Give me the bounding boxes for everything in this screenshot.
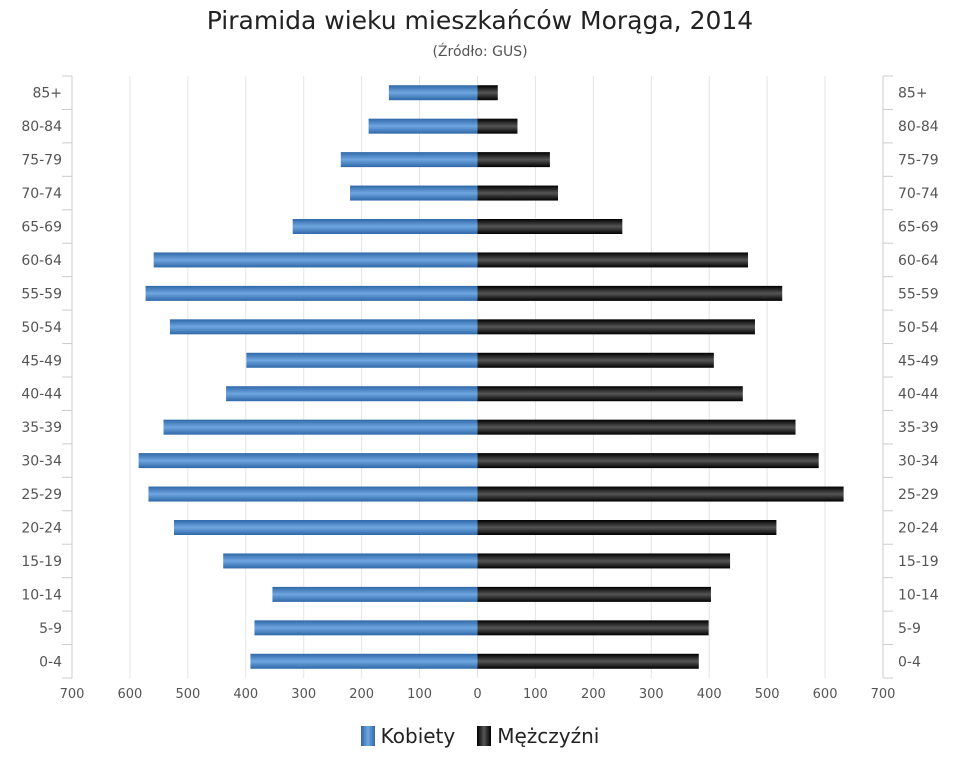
bar-mezczyzni bbox=[477, 152, 550, 168]
x-tick-label: 100 bbox=[407, 687, 432, 702]
y-tick-label-right: 50-54 bbox=[898, 320, 939, 336]
y-tick-label-left: 20-24 bbox=[21, 521, 62, 537]
x-tick-label: 500 bbox=[755, 687, 780, 702]
bar-kobiety bbox=[148, 486, 478, 502]
legend: Kobiety Mężczyźni bbox=[0, 724, 960, 748]
y-tick-label-right: 70-74 bbox=[898, 186, 939, 202]
bar-kobiety bbox=[169, 319, 478, 335]
y-tick-label-left: 55-59 bbox=[21, 286, 62, 302]
bar-kobiety bbox=[340, 152, 478, 168]
x-tick-label: 400 bbox=[233, 687, 258, 702]
y-tick-label-left: 15-19 bbox=[21, 554, 62, 570]
y-tick-label-left: 50-54 bbox=[21, 320, 62, 336]
y-tick-label-left: 85+ bbox=[32, 86, 62, 102]
x-tick-label: 200 bbox=[349, 687, 374, 702]
y-tick-label-right: 35-39 bbox=[898, 420, 939, 436]
y-tick-label-left: 30-34 bbox=[21, 454, 62, 470]
legend-item-mezczyzni[interactable]: Mężczyźni bbox=[477, 724, 599, 748]
chart-subtitle: (Źródło: GUS) bbox=[432, 44, 528, 60]
bar-kobiety bbox=[350, 185, 478, 201]
x-tick-label: 700 bbox=[871, 687, 896, 702]
y-tick-label-left: 40-44 bbox=[21, 387, 62, 403]
bar-kobiety bbox=[138, 453, 478, 469]
bar-mezczyzni bbox=[477, 252, 749, 268]
y-tick-label-right: 20-24 bbox=[898, 521, 939, 537]
x-tick-label: 200 bbox=[581, 687, 606, 702]
x-tick-label: 100 bbox=[523, 687, 548, 702]
y-tick-label-right: 0-4 bbox=[898, 654, 921, 670]
legend-label: Mężczyźni bbox=[497, 724, 600, 748]
bar-mezczyzni bbox=[477, 118, 518, 134]
x-tick-label: 0 bbox=[473, 687, 481, 702]
y-tick-label-left: 80-84 bbox=[21, 119, 62, 135]
bar-kobiety bbox=[153, 252, 478, 268]
y-tick-label-right: 55-59 bbox=[898, 286, 939, 302]
bar-mezczyzni bbox=[477, 520, 777, 535]
bar-mezczyzni bbox=[477, 386, 743, 402]
bar-kobiety bbox=[246, 352, 478, 368]
legend-swatch bbox=[477, 726, 492, 746]
x-tick-label: 300 bbox=[291, 687, 316, 702]
y-tick-label-right: 65-69 bbox=[898, 220, 939, 236]
bar-kobiety bbox=[272, 586, 478, 602]
y-tick-label-left: 25-29 bbox=[21, 487, 62, 503]
bar-kobiety bbox=[388, 85, 478, 101]
bar-mezczyzni bbox=[477, 453, 819, 469]
legend-swatch bbox=[360, 726, 375, 746]
x-tick-label: 300 bbox=[639, 687, 664, 702]
bar-mezczyzni bbox=[477, 185, 559, 201]
x-tick-label: 500 bbox=[175, 687, 200, 702]
y-tick-label-right: 60-64 bbox=[898, 253, 939, 269]
bar-kobiety bbox=[173, 520, 478, 535]
chart-title: Piramida wieku mieszkańców Morąga, 2014 bbox=[206, 6, 754, 35]
y-tick-label-left: 70-74 bbox=[21, 186, 62, 202]
y-tick-label-left: 45-49 bbox=[21, 353, 62, 369]
y-tick-label-left: 0-4 bbox=[39, 654, 62, 670]
bar-mezczyzni bbox=[477, 85, 498, 101]
bar-mezczyzni bbox=[477, 285, 783, 301]
legend-item-kobiety[interactable]: Kobiety bbox=[360, 724, 456, 748]
y-tick-label-right: 40-44 bbox=[898, 387, 939, 403]
x-tick-label: 400 bbox=[697, 687, 722, 702]
x-tick-label: 700 bbox=[60, 687, 85, 702]
bar-kobiety bbox=[250, 653, 478, 669]
bar-mezczyzni bbox=[477, 352, 714, 368]
bar-kobiety bbox=[223, 553, 478, 569]
bar-mezczyzni bbox=[477, 219, 623, 234]
bar-mezczyzni bbox=[477, 486, 844, 502]
legend-label: Kobiety bbox=[380, 724, 456, 748]
bar-kobiety bbox=[226, 386, 478, 402]
bar-mezczyzni bbox=[477, 553, 731, 569]
bar-mezczyzni bbox=[477, 653, 699, 669]
y-tick-label-right: 85+ bbox=[898, 86, 928, 102]
y-tick-label-left: 60-64 bbox=[21, 253, 62, 269]
y-tick-label-left: 10-14 bbox=[21, 587, 62, 603]
bar-mezczyzni bbox=[477, 319, 755, 335]
x-tick-label: 600 bbox=[813, 687, 838, 702]
y-tick-label-right: 10-14 bbox=[898, 587, 939, 603]
bar-kobiety bbox=[292, 219, 478, 234]
y-tick-label-left: 35-39 bbox=[21, 420, 62, 436]
y-tick-label-right: 75-79 bbox=[898, 153, 939, 169]
bar-kobiety bbox=[163, 419, 478, 435]
y-tick-label-left: 5-9 bbox=[39, 621, 62, 637]
y-tick-label-right: 45-49 bbox=[898, 353, 939, 369]
y-tick-label-right: 80-84 bbox=[898, 119, 939, 135]
y-tick-label-right: 15-19 bbox=[898, 554, 939, 570]
y-tick-label-right: 30-34 bbox=[898, 454, 939, 470]
y-tick-label-left: 75-79 bbox=[21, 153, 62, 169]
x-tick-label: 600 bbox=[118, 687, 143, 702]
bar-kobiety bbox=[368, 118, 478, 134]
y-tick-label-right: 25-29 bbox=[898, 487, 939, 503]
bar-kobiety bbox=[254, 620, 478, 636]
bar-mezczyzni bbox=[477, 586, 711, 602]
bar-mezczyzni bbox=[477, 620, 709, 636]
bar-mezczyzni bbox=[477, 419, 796, 435]
bar-kobiety bbox=[145, 285, 478, 301]
y-tick-label-right: 5-9 bbox=[898, 621, 921, 637]
y-tick-label-left: 65-69 bbox=[21, 220, 62, 236]
